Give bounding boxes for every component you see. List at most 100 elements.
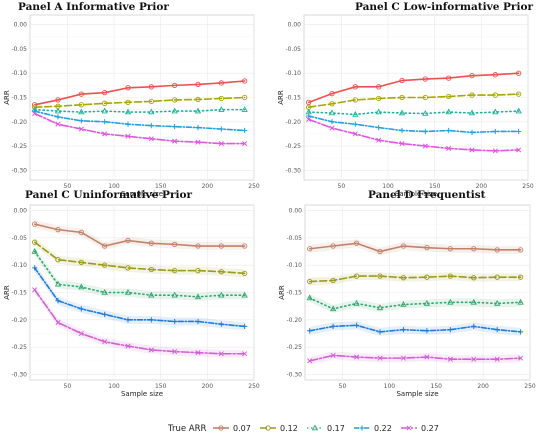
data-point bbox=[172, 124, 178, 130]
data-point bbox=[471, 323, 477, 330]
data-point bbox=[471, 356, 477, 362]
data-point bbox=[494, 327, 500, 333]
legend-marker bbox=[311, 424, 319, 431]
x-axis-label: Sample size bbox=[395, 190, 437, 198]
data-point bbox=[399, 127, 405, 134]
data-point bbox=[329, 101, 335, 107]
data-point bbox=[376, 95, 382, 102]
y-tick-label: -0.15 bbox=[11, 95, 27, 102]
legend-item: 0.12 bbox=[260, 424, 298, 433]
data-point bbox=[329, 119, 335, 125]
x-tick-label: 50 bbox=[338, 183, 346, 190]
y-tick-label: 0.00 bbox=[14, 207, 28, 214]
y-tick-label: -0.30 bbox=[11, 372, 27, 379]
data-point bbox=[218, 106, 225, 112]
data-point bbox=[517, 298, 524, 305]
data-point bbox=[55, 114, 61, 120]
data-point bbox=[148, 108, 155, 115]
data-point bbox=[353, 240, 360, 246]
y-tick-label: -0.10 bbox=[11, 70, 27, 77]
data-point bbox=[172, 267, 178, 274]
data-point bbox=[218, 351, 224, 357]
data-point bbox=[55, 320, 61, 326]
data-point bbox=[78, 306, 84, 312]
data-point bbox=[54, 107, 62, 114]
data-point bbox=[330, 352, 336, 358]
data-point bbox=[399, 77, 405, 84]
data-point bbox=[400, 355, 406, 361]
data-point bbox=[78, 91, 84, 97]
data-point bbox=[469, 73, 475, 79]
data-point bbox=[352, 97, 358, 103]
data-point bbox=[172, 82, 178, 89]
series-line bbox=[308, 242, 522, 253]
series-line bbox=[307, 72, 520, 104]
data-point bbox=[307, 278, 313, 285]
data-point bbox=[218, 126, 224, 132]
data-point bbox=[218, 321, 224, 327]
data-point bbox=[148, 347, 154, 353]
legend-label: 0.17 bbox=[327, 424, 345, 433]
panel-1: Panel A Informative Prior 0.00 -0.05 -0.10 -… bbox=[3, 1, 260, 198]
x-axis-label: Sample size bbox=[121, 190, 163, 198]
legend: True ARR 0.07 0.12 0.17 0.22 0.27 bbox=[167, 424, 439, 434]
data-point bbox=[494, 274, 500, 280]
data-point bbox=[31, 247, 38, 254]
data-point bbox=[422, 109, 429, 116]
data-point bbox=[377, 248, 383, 255]
data-point bbox=[78, 126, 84, 132]
data-point bbox=[148, 317, 154, 323]
x-tick-label: 250 bbox=[248, 183, 260, 190]
y-tick-label: -0.20 bbox=[11, 317, 27, 324]
data-point bbox=[102, 119, 108, 125]
data-point bbox=[125, 133, 131, 139]
data-point bbox=[125, 85, 131, 91]
data-point bbox=[218, 269, 224, 275]
y-tick-label: -0.10 bbox=[286, 262, 302, 269]
y-tick-label: -0.10 bbox=[11, 262, 27, 269]
series-0.07 bbox=[307, 239, 524, 256]
data-point bbox=[516, 91, 522, 97]
panel-2: Panel C Low-informative Prior 0.00 -0.05 -0… bbox=[277, 1, 534, 198]
y-tick-label: -0.30 bbox=[11, 167, 27, 174]
y-tick-label: -0.25 bbox=[285, 143, 301, 150]
series-0.22 bbox=[307, 321, 524, 336]
x-tick-label: 150 bbox=[155, 383, 167, 390]
data-point bbox=[124, 288, 132, 295]
data-point bbox=[492, 108, 499, 115]
data-point bbox=[78, 118, 84, 124]
data-point bbox=[400, 327, 407, 333]
panel-3: Panel C Uninformative Prior 0.00 -0.05 -0.1… bbox=[3, 189, 260, 398]
data-point bbox=[218, 141, 224, 147]
series-line bbox=[33, 110, 246, 132]
data-point bbox=[242, 351, 248, 357]
data-point bbox=[515, 107, 522, 114]
legend-marker bbox=[218, 425, 224, 431]
x-tick-label: 150 bbox=[431, 383, 443, 390]
series-line bbox=[33, 241, 246, 275]
series-0.22 bbox=[32, 108, 248, 134]
data-point bbox=[102, 89, 108, 96]
series-line bbox=[308, 275, 522, 283]
x-tick-label: 250 bbox=[524, 383, 536, 390]
series-line bbox=[307, 115, 520, 134]
data-point bbox=[376, 84, 382, 90]
x-tick-label: 250 bbox=[522, 183, 534, 190]
data-point bbox=[447, 246, 453, 252]
series-0.22 bbox=[32, 263, 248, 331]
data-point bbox=[492, 128, 498, 135]
data-point bbox=[399, 94, 405, 101]
y-tick-label: -0.05 bbox=[285, 46, 301, 53]
data-point bbox=[148, 136, 154, 142]
data-point bbox=[102, 311, 108, 317]
data-point bbox=[218, 291, 225, 298]
data-point bbox=[516, 128, 522, 135]
data-point bbox=[398, 109, 406, 116]
data-point bbox=[447, 327, 453, 333]
data-point bbox=[352, 84, 358, 90]
data-point bbox=[54, 280, 62, 287]
data-point bbox=[195, 96, 201, 103]
data-point bbox=[102, 243, 108, 249]
y-tick-label: -0.05 bbox=[11, 235, 27, 242]
series-0.27 bbox=[307, 351, 524, 365]
